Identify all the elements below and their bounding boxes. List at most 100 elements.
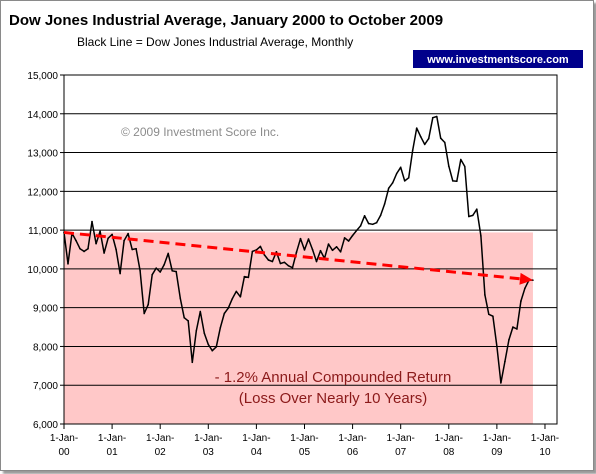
y-tick-label: 8,000: [33, 342, 58, 353]
data-point: [383, 202, 386, 205]
data-point: [391, 182, 394, 184]
data-point: [279, 262, 282, 265]
data-point: [247, 276, 250, 279]
x-tick-label: 1-Jan-: [242, 433, 270, 444]
data-point: [175, 270, 178, 273]
data-point: [143, 312, 145, 315]
data-point: [516, 328, 518, 330]
data-point: [195, 330, 198, 332]
data-point: [259, 245, 262, 248]
data-point: [496, 345, 498, 348]
data-point: [119, 272, 121, 275]
source-badge-background: [413, 50, 583, 68]
data-point: [255, 249, 258, 251]
data-point: [395, 172, 398, 175]
x-tick-label: 1-Jan-: [435, 433, 463, 444]
annotation-return: - 1.2% Annual Compounded Return: [215, 369, 452, 386]
x-tick-label: 1-Jan-: [338, 433, 366, 444]
data-point: [520, 300, 522, 302]
x-tick-label-year: 00: [58, 447, 70, 458]
data-point: [307, 238, 310, 240]
data-point: [327, 243, 330, 245]
data-point: [91, 220, 93, 223]
data-point: [163, 263, 165, 266]
data-point: [215, 346, 218, 348]
data-point: [303, 249, 306, 251]
data-point: [87, 247, 89, 250]
x-axis: 1-Jan- 00 1-Jan- 01 1-Jan- 02 1-Jan- 03 1-Jan- 04…: [50, 424, 559, 458]
data-point: [275, 251, 278, 253]
data-point: [295, 251, 298, 254]
x-tick-label: 1-Jan-: [98, 433, 126, 444]
x-tick-label-year: 03: [203, 447, 215, 458]
data-point: [415, 127, 418, 129]
data-point: [115, 248, 117, 251]
data-point: [263, 254, 266, 256]
data-point: [363, 214, 366, 217]
data-point: [512, 326, 514, 328]
data-point: [399, 166, 402, 169]
copyright-text: © 2009 Investment Score Inc.: [121, 125, 279, 139]
data-point: [67, 263, 69, 265]
data-point: [291, 266, 294, 269]
data-point: [187, 320, 190, 322]
x-tick-label-year: 06: [347, 447, 359, 458]
x-tick-label: 1-Jan-: [290, 433, 318, 444]
y-tick-label: 11,000: [28, 226, 58, 237]
data-point: [351, 234, 354, 237]
data-point: [231, 297, 234, 300]
data-point: [159, 271, 161, 273]
x-tick-label: 1-Jan-: [50, 433, 78, 444]
data-point: [167, 252, 170, 255]
data-point: [419, 135, 422, 138]
y-tick-label: 9,000: [33, 304, 58, 315]
x-tick-label-year: 09: [491, 447, 503, 458]
data-point: [379, 214, 382, 217]
data-point: [460, 158, 462, 161]
data-point: [239, 296, 242, 298]
x-tick-label: 1-Jan-: [387, 433, 415, 444]
data-point: [439, 137, 442, 140]
data-point: [311, 248, 314, 251]
series-points: [63, 115, 534, 384]
data-point: [484, 294, 486, 296]
data-point: [287, 264, 290, 267]
data-point: [139, 270, 141, 272]
chart-title: Dow Jones Industrial Average, January 20…: [9, 12, 443, 29]
data-point: [532, 279, 534, 281]
trend-line: [63, 230, 521, 281]
data-point: [488, 313, 490, 316]
data-point: [123, 239, 125, 242]
source-badge[interactable]: www.investmentscore.com: [413, 50, 583, 68]
x-tick-label-year: 05: [299, 447, 311, 458]
data-point: [243, 275, 246, 278]
data-point: [171, 270, 174, 272]
data-point: [492, 315, 494, 317]
data-point: [343, 237, 346, 239]
data-point: [155, 267, 158, 269]
data-point: [468, 215, 470, 218]
data-point: [504, 360, 506, 363]
y-tick-label: 12,000: [27, 187, 58, 198]
data-point: [235, 290, 238, 293]
data-point: [191, 361, 194, 364]
data-point: [199, 310, 202, 313]
data-point: [524, 287, 526, 290]
data-point: [147, 303, 149, 306]
chart-subtitle: Black Line = Dow Jones Industrial Averag…: [77, 35, 353, 49]
source-badge-text: www.investmentscore.com: [426, 54, 569, 66]
data-point: [99, 230, 101, 233]
trend-arrowhead: [519, 272, 533, 285]
data-point: [103, 252, 105, 254]
data-point: [219, 327, 222, 329]
data-point: [431, 116, 434, 119]
plot-border: [63, 74, 558, 425]
series-line-dow-jones: [63, 115, 533, 384]
x-tick-label-year: 04: [251, 447, 263, 458]
y-tick-label: 15,000: [27, 71, 58, 82]
data-point: [283, 261, 286, 264]
data-point: [407, 176, 410, 179]
data-point: [463, 165, 466, 168]
y-tick-label: 10,000: [27, 265, 58, 276]
